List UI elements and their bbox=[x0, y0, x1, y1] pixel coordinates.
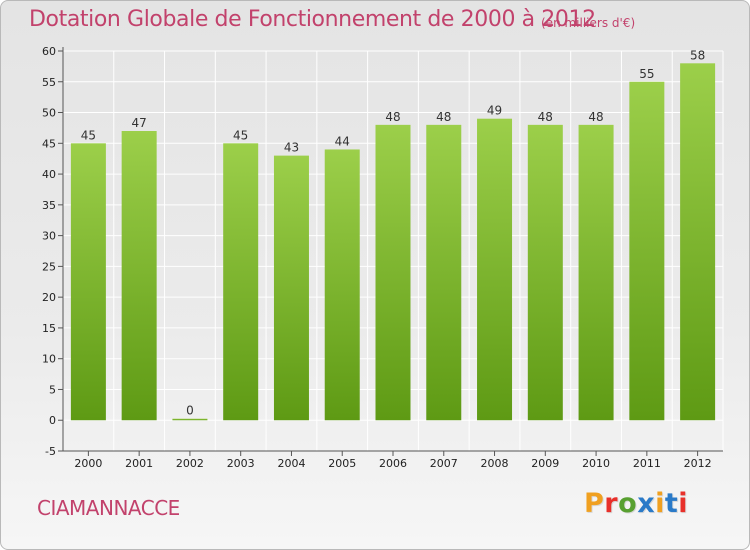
bar-2012 bbox=[680, 63, 716, 421]
data-label-2003: 45 bbox=[233, 128, 248, 142]
data-label-2006: 48 bbox=[385, 110, 400, 124]
bar-2001 bbox=[121, 131, 157, 421]
data-label-2004: 43 bbox=[284, 141, 299, 155]
logo-letter: i bbox=[678, 488, 689, 519]
y-tick-label: 60 bbox=[42, 45, 56, 58]
logo-letter: o bbox=[618, 488, 638, 519]
x-tick-label-2008: 2008 bbox=[481, 457, 509, 470]
chart-unit-note: (en milliers d'€) bbox=[541, 16, 636, 30]
data-label-2001: 47 bbox=[132, 116, 147, 130]
data-label-2000: 45 bbox=[81, 128, 96, 142]
y-tick-label: 0 bbox=[49, 414, 56, 427]
logo-letter: t bbox=[664, 488, 679, 519]
y-tick-label: 20 bbox=[42, 291, 56, 304]
x-tick-label-2010: 2010 bbox=[582, 457, 610, 470]
data-label-2012: 58 bbox=[690, 48, 705, 62]
bar-2009 bbox=[527, 124, 563, 421]
x-tick-label-2007: 2007 bbox=[430, 457, 458, 470]
x-tick-label-2002: 2002 bbox=[176, 457, 204, 470]
data-label-2010: 48 bbox=[588, 110, 603, 124]
data-label-2009: 48 bbox=[538, 110, 553, 124]
bar-2007 bbox=[426, 124, 462, 421]
y-tick-label: -5 bbox=[45, 445, 56, 458]
data-label-2008: 49 bbox=[487, 104, 502, 118]
commune-name: CIAMANNACCE bbox=[37, 496, 180, 520]
y-tick-label: 10 bbox=[42, 353, 56, 366]
x-tick-label-2012: 2012 bbox=[684, 457, 712, 470]
bar-2000 bbox=[70, 143, 106, 421]
y-tick-label: 50 bbox=[42, 107, 56, 120]
data-label-2007: 48 bbox=[436, 110, 451, 124]
x-tick-label-2009: 2009 bbox=[531, 457, 559, 470]
bar-2002 bbox=[172, 418, 208, 421]
y-tick-label: 5 bbox=[49, 383, 56, 396]
y-tick-label: 55 bbox=[42, 76, 56, 89]
bar-2011 bbox=[629, 81, 665, 421]
bar-2008 bbox=[477, 118, 513, 421]
data-label-2005: 44 bbox=[335, 134, 350, 148]
x-tick-label-2004: 2004 bbox=[277, 457, 305, 470]
data-label-2002: 0 bbox=[186, 404, 194, 418]
logo-letter: x bbox=[637, 488, 656, 519]
logo-letter: i bbox=[655, 488, 665, 519]
logo-letter: r bbox=[604, 488, 619, 519]
y-tick-label: 30 bbox=[42, 230, 56, 243]
y-tick-label: 35 bbox=[42, 199, 56, 212]
bar-2006 bbox=[375, 124, 411, 421]
x-tick-label-2000: 2000 bbox=[74, 457, 102, 470]
x-tick-label-2006: 2006 bbox=[379, 457, 407, 470]
bars bbox=[70, 63, 716, 421]
x-tick-label-2001: 2001 bbox=[125, 457, 153, 470]
bar-2005 bbox=[324, 149, 360, 421]
labels: -5 0 5 10 15 20 25 30 35 40 45 50 55 60 45 2000 47 2001 0 2… bbox=[42, 45, 712, 470]
y-tick-label: 45 bbox=[42, 137, 56, 150]
x-tick-label-2005: 2005 bbox=[328, 457, 356, 470]
y-tick-label: 40 bbox=[42, 168, 56, 181]
bar-2004 bbox=[273, 155, 309, 421]
y-tick-label: 25 bbox=[42, 260, 56, 273]
bar-2003 bbox=[223, 143, 259, 421]
chart-title: Dotation Globale de Fonctionnement de 20… bbox=[29, 7, 596, 32]
bar-2010 bbox=[578, 124, 614, 421]
axes bbox=[58, 47, 723, 456]
logo-letter: P bbox=[584, 488, 605, 519]
x-tick-label-2003: 2003 bbox=[227, 457, 255, 470]
data-label-2011: 55 bbox=[639, 67, 654, 81]
x-tick-label-2011: 2011 bbox=[633, 457, 661, 470]
proxiti-logo[interactable]: Proxiti bbox=[584, 488, 688, 519]
y-tick-label: 15 bbox=[42, 322, 56, 335]
